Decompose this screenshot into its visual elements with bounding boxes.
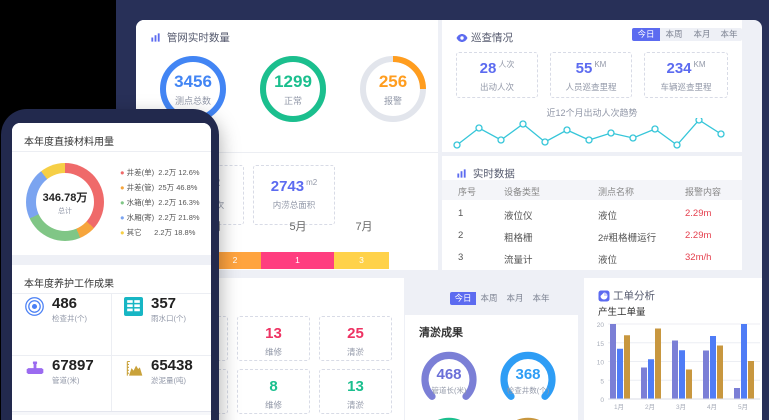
svg-text:20: 20	[597, 322, 605, 329]
svg-text:10: 10	[597, 360, 605, 367]
svg-text:3月: 3月	[676, 403, 686, 411]
svg-text:0: 0	[600, 397, 604, 404]
svg-text:5月: 5月	[738, 403, 748, 411]
svg-text:4月: 4月	[707, 403, 717, 411]
svg-text:5: 5	[600, 378, 604, 385]
svg-text:15: 15	[597, 341, 605, 348]
svg-text:1月: 1月	[614, 403, 624, 411]
svg-text:2月: 2月	[645, 403, 655, 411]
